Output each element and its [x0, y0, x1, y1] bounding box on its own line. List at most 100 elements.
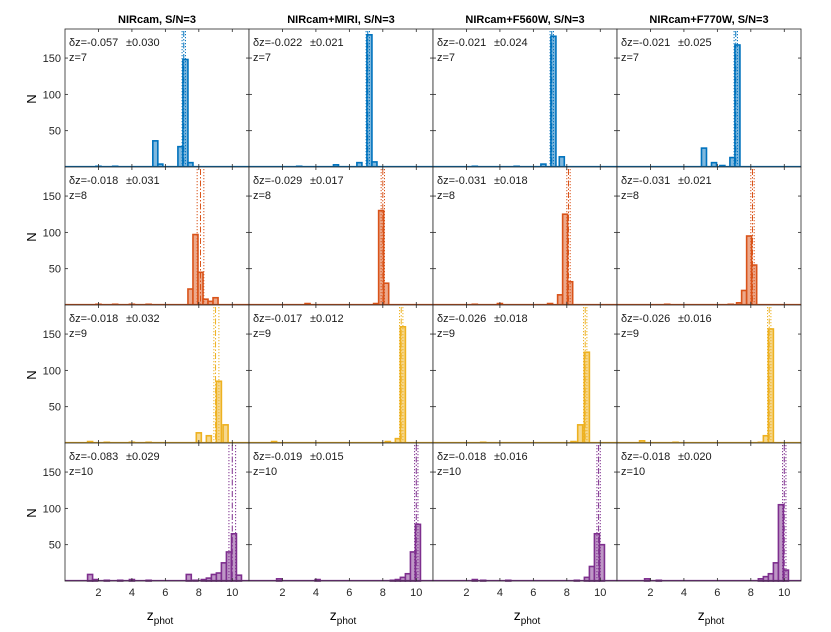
sigma-label: ±0.032: [126, 313, 160, 325]
panel-r3-c0: 50 100 150 2 4 6 8 10 δz=-0.083 ±0.029 z=10: [43, 442, 250, 599]
panel-background: [65, 443, 249, 581]
redshift-label: z=9: [437, 328, 455, 340]
sigma-label: ±0.031: [126, 175, 160, 187]
panel-frame: [616, 442, 802, 582]
panel-r3-c1: 2 4 6 8 10 δz=-0.019 ±0.015 z=10: [248, 442, 434, 599]
redshift-label: z=7: [69, 52, 87, 64]
delta-z-label: δz=-0.018: [69, 175, 118, 187]
x-axis-label-col-1: zphot: [330, 607, 357, 627]
y-tick-label: 100: [43, 89, 61, 101]
y-tick-label: 150: [43, 191, 61, 203]
y-tick-label: 50: [49, 264, 61, 276]
y-tick-label: 150: [43, 329, 61, 341]
x-tick-label: 2: [95, 587, 101, 599]
panel-r1-c2: δz=-0.031 ±0.018 z=8: [432, 166, 618, 306]
histogram-bar: [558, 156, 566, 168]
sigma-label: ±0.016: [494, 451, 528, 463]
x-axis-label-sub: phot: [337, 616, 357, 627]
x-tick-label: 4: [313, 587, 319, 599]
redshift-label: z=9: [69, 328, 87, 340]
x-tick-label: 10: [226, 587, 238, 599]
x-tick-label: 8: [380, 587, 386, 599]
sigma-label: ±0.021: [310, 37, 344, 49]
x-axis-label-main: z: [330, 607, 337, 623]
delta-z-label: δz=-0.083: [69, 451, 118, 463]
y-tick-label: 100: [43, 365, 61, 377]
y-axis-labels: N N N N: [24, 94, 39, 517]
panel-r3-c3: 2 4 6 8 10 δz=-0.018 ±0.020 z=10: [616, 442, 802, 599]
column-title-0: NIRcam, S/N=3: [118, 14, 196, 26]
x-tick-label: 8: [564, 587, 570, 599]
panel-background: [617, 167, 801, 305]
x-tick-label: 6: [346, 587, 352, 599]
x-tick-label: 10: [778, 587, 790, 599]
x-tick-label: 6: [530, 587, 536, 599]
x-tick-label: 4: [681, 587, 687, 599]
histogram-bar: [576, 424, 584, 444]
x-tick-label: 4: [497, 587, 503, 599]
panel-background: [433, 29, 617, 167]
delta-z-label: δz=-0.026: [621, 313, 670, 325]
panel-r2-c1: δz=-0.017 ±0.012 z=9: [248, 304, 434, 444]
y-axis-label-row-0: N: [24, 94, 39, 103]
panels: 50 100 150 δz=-0.057 ±0.030 z=7 δz=-0.022 ±0.02…: [43, 28, 802, 599]
redshift-label: z=7: [621, 52, 639, 64]
delta-z-label: δz=-0.018: [437, 451, 486, 463]
redshift-label: z=9: [253, 328, 271, 340]
sigma-label: ±0.018: [494, 313, 528, 325]
x-tick-label: 6: [162, 587, 168, 599]
x-axis-label-main: z: [698, 607, 705, 623]
x-tick-label: 4: [129, 587, 135, 599]
x-axis-label-col-3: zphot: [698, 607, 725, 627]
panel-background: [249, 167, 433, 305]
panel-r0-c3: δz=-0.021 ±0.025 z=7: [616, 28, 802, 168]
redshift-label: z=10: [437, 466, 461, 478]
column-title-1: NIRcam+MIRI, S/N=3: [287, 14, 395, 26]
sigma-label: ±0.016: [678, 313, 712, 325]
redshift-label: z=9: [621, 328, 639, 340]
panel-r0-c0: 50 100 150 δz=-0.057 ±0.030 z=7: [43, 28, 250, 168]
column-titles: NIRcam, S/N=3 NIRcam+MIRI, S/N=3 NIRcam+F5…: [118, 14, 769, 26]
delta-z-label: δz=-0.019: [253, 451, 302, 463]
panel-r3-c2: 2 4 6 8 10 δz=-0.018 ±0.016 z=10: [432, 442, 618, 599]
histogram-bar: [152, 140, 159, 168]
delta-z-label: δz=-0.026: [437, 313, 486, 325]
sigma-label: ±0.012: [310, 313, 344, 325]
panel-background: [65, 167, 249, 305]
x-tick-label: 8: [748, 587, 754, 599]
x-axis-label-sub: phot: [154, 616, 174, 627]
x-tick-label: 6: [714, 587, 720, 599]
panel-background: [617, 443, 801, 581]
y-axis-label-row-3: N: [24, 508, 39, 517]
delta-z-label: δz=-0.029: [253, 175, 302, 187]
panel-r2-c0: 50 100 150 δz=-0.018 ±0.032 z=9: [43, 304, 250, 444]
panel-r1-c0: 50 100 150 δz=-0.018 ±0.031 z=8: [43, 166, 250, 306]
delta-z-label: δz=-0.021: [621, 37, 670, 49]
sigma-label: ±0.025: [678, 37, 712, 49]
delta-z-label: δz=-0.031: [621, 175, 670, 187]
x-axis-label-col-2: zphot: [514, 607, 541, 627]
panel-r1-c3: δz=-0.031 ±0.021 z=8: [616, 166, 802, 306]
delta-z-label: δz=-0.022: [253, 37, 302, 49]
y-axis-label-row-2: N: [24, 370, 39, 379]
redshift-label: z=10: [621, 466, 645, 478]
y-tick-label: 50: [49, 402, 61, 414]
y-tick-label: 150: [43, 467, 61, 479]
y-tick-label: 50: [49, 126, 61, 138]
x-axis-label-main: z: [147, 607, 154, 623]
y-tick-label: 50: [49, 540, 61, 552]
x-axis-label-sub: phot: [705, 616, 725, 627]
sigma-label: ±0.020: [678, 451, 712, 463]
redshift-label: z=7: [253, 52, 271, 64]
panel-background: [249, 29, 433, 167]
panel-background: [249, 443, 433, 581]
column-title-3: NIRcam+F770W, S/N=3: [649, 14, 768, 26]
histogram-bar: [222, 424, 229, 444]
panel-r2-c3: δz=-0.026 ±0.016 z=9: [616, 304, 802, 444]
x-tick-label: 2: [279, 587, 285, 599]
redshift-label: z=10: [69, 466, 93, 478]
delta-z-label: δz=-0.018: [621, 451, 670, 463]
sigma-label: ±0.018: [494, 175, 528, 187]
x-tick-label: 10: [594, 587, 606, 599]
delta-z-label: δz=-0.018: [69, 313, 118, 325]
